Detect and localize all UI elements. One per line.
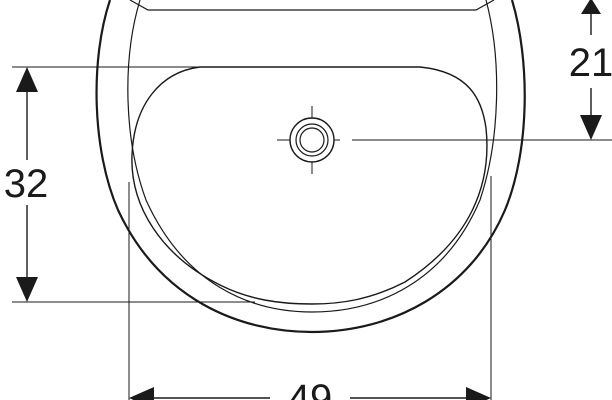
drain-hole-icon [277,106,340,174]
bottom-width-label: 49 [288,377,333,400]
basin-inner-rim [127,0,498,313]
right-depth-label: 21 [569,41,612,85]
arrow-left-icon [129,387,154,400]
basin-bowl [131,66,488,305]
basin-back-edge [129,0,495,11]
left-height-label: 32 [4,162,49,206]
basin-outer-rim [95,0,526,334]
arrow-up-icon [581,0,601,14]
arrow-down-icon [16,277,38,302]
bottom-width-dimension: 49 [128,176,492,400]
arrow-down-icon [580,115,602,140]
left-height-dimension: 32 [4,66,255,303]
arrow-up-icon [16,67,38,92]
arrow-right-icon [466,387,491,400]
right-depth-dimension: 21 [352,0,612,141]
